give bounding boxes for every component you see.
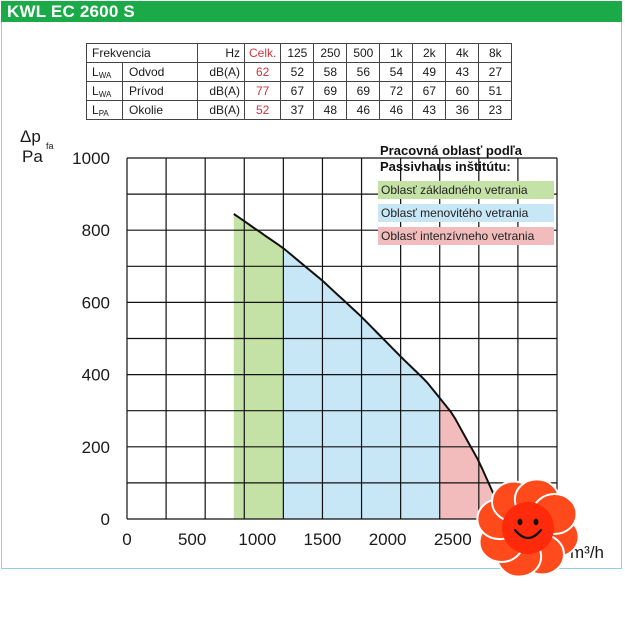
row-total: 52: [243, 100, 282, 120]
y-tick-label: 800: [82, 221, 110, 240]
cell: 43: [412, 100, 447, 120]
x-tick-label: 1000: [238, 530, 276, 549]
y-tick-label: 600: [82, 293, 110, 312]
y-tick-label: 1000: [72, 149, 110, 168]
row-name: Odvod: [122, 62, 198, 82]
x-axis-unit: m³/h: [570, 543, 604, 562]
x-tick-label: 2500: [434, 530, 472, 549]
flower-eye: [517, 518, 523, 526]
row-total: 62: [243, 62, 282, 82]
cell: 36: [445, 100, 480, 120]
cell: 37: [280, 100, 315, 120]
fan-curve-line: [233, 213, 506, 520]
legend-title-line: Pracovná oblasť podľa: [380, 143, 522, 158]
cell: 43: [445, 62, 480, 82]
legend-item-nominal: Oblasť menovitého vetrania: [378, 204, 554, 222]
table-header-row: Frekvencia Hz Celk. 125 250 500 1k 2k 4k…: [86, 43, 513, 63]
y-axis-unit: Pa: [22, 147, 43, 166]
legend-item-basic: Oblasť základného vetrania: [378, 181, 554, 199]
legend-title-line: Passivhaus inštitútu:: [380, 159, 511, 174]
cell: 48: [313, 100, 348, 120]
legend-item-intensive: Oblasť intenzívneho vetrania: [378, 227, 554, 245]
cell: 52: [280, 62, 315, 82]
col-header: 250: [313, 43, 348, 63]
title-bar: KWL EC 2600 S: [1, 1, 622, 22]
region-basic: [233, 214, 284, 519]
fan-curve: [233, 213, 506, 520]
cell: 51: [478, 81, 513, 101]
product-title: KWL EC 2600 S: [7, 2, 135, 21]
x-tick-label: 2000: [369, 530, 407, 549]
x-tick-label: 1500: [304, 530, 342, 549]
y-axis-subscript: fa: [46, 141, 54, 151]
region-intensive: [439, 398, 505, 519]
flower-smile: [513, 528, 543, 540]
tick-labels: 0 200 400 600 800 1000 0 500 1000 1500 2000 2500: [72, 149, 471, 549]
y-tick-label: 200: [82, 438, 110, 457]
legend-title: Pracovná oblasť podľa Passivhaus inštitú…: [380, 143, 522, 175]
row-name: Okolie: [122, 100, 198, 120]
noise-spec-table: Frekvencia Hz Celk. 125 250 500 1k 2k 4k…: [86, 43, 513, 120]
row-total: 77: [243, 81, 282, 101]
col-header: 125: [280, 43, 315, 63]
x-tick-label: 0: [122, 530, 131, 549]
operating-regions: [233, 214, 505, 520]
x-tick-label: 500: [178, 530, 206, 549]
smiling-flower-icon: [476, 478, 580, 578]
y-axis-label: Δp fa Pa: [20, 127, 54, 166]
cell: 23: [478, 100, 513, 120]
y-axis-symbol: Δp: [20, 127, 41, 146]
table-row: LPA Okolie dB(A) 52 37 48 46 46 43 36 23: [86, 100, 513, 120]
cell: 46: [346, 100, 381, 120]
y-tick-label: 0: [101, 510, 110, 529]
y-tick-label: 400: [82, 366, 110, 385]
flower-center: [502, 502, 554, 554]
flower-eye: [533, 518, 539, 526]
